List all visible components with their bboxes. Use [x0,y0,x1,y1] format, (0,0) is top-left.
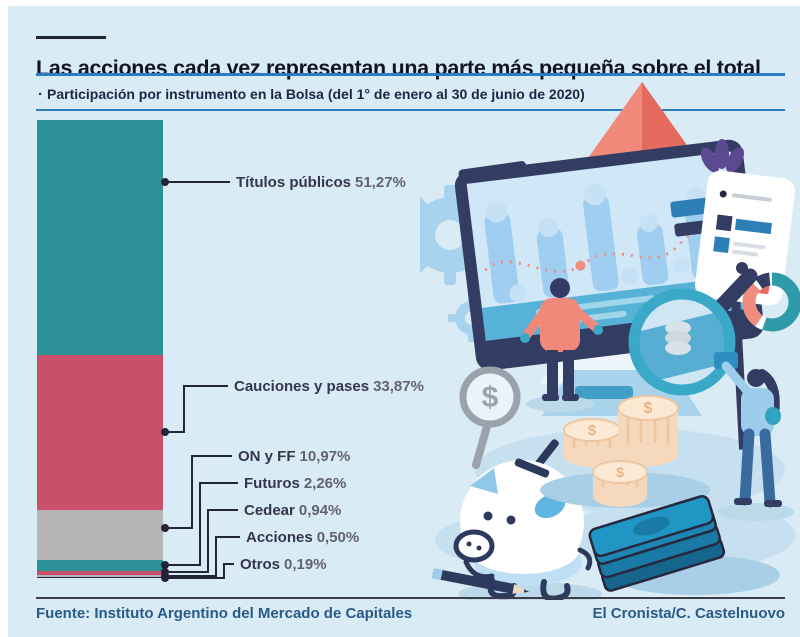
person-left [520,278,603,412]
leader-cedear [165,509,238,573]
bar-segment-2 [37,509,163,561]
segment-label-acciones: Acciones 0,50% [246,529,359,546]
segment-value: 0,50% [316,529,360,546]
magnifier-icon [628,268,758,396]
leader-acciones [165,536,240,577]
segment-name: Títulos públicos [236,174,351,191]
segment-name: Futuros [244,475,300,492]
svg-text:$: $ [482,381,499,414]
coin-stacks-icon: $ $ $ [540,395,710,508]
finance-illustration: $ [420,82,800,600]
bar-segment-6 [37,577,163,579]
bar-segment-3 [37,560,163,571]
segment-name: Otros [240,556,281,573]
bar-segment-4 [37,570,163,575]
source-credit: Fuente: Instituto Argentino del Mercado … [36,605,413,622]
subtitle-bullet: · [38,86,43,103]
title-rule [36,73,785,76]
dollar-sign-paddle-icon: $ [459,366,521,469]
segment-label-on-y-ff: ON y FF 10,97% [238,448,350,465]
segment-name: Acciones [246,529,313,546]
segment-value: 2,26% [303,475,347,492]
chart-subtitle: · Participación por instrumento en la Bol… [38,86,738,103]
segment-label-cedear: Cedear 0,94% [244,502,341,519]
segment-value: 0,94% [298,502,342,519]
bar-segment-1 [37,354,163,510]
segment-label-futuros: Futuros 2,26% [244,475,346,492]
segment-label-titulos: Títulos públicos 51,27% [236,174,406,191]
subtitle-text: Participación por instrumento en la Bols… [47,86,585,102]
leader-futuros [165,482,238,566]
infographic-panel: Las acciones cada vez representan una pa… [8,6,800,637]
leader-cauciones [165,385,228,433]
svg-text:$: $ [616,464,624,480]
bar-segment-0 [37,120,163,355]
bar-segment-5 [37,574,163,578]
leader-otros [165,563,234,579]
pencil-icon [431,568,530,594]
leader-on-y-ff [165,455,232,529]
segment-label-cauciones: Cauciones y pases 33,87% [234,378,424,395]
svg-text:$: $ [588,422,597,439]
author-credit: El Cronista/C. Castelnuovo [592,605,785,622]
footer-rule [36,597,785,599]
segment-name: ON y FF [238,448,296,465]
trend-point [575,260,586,271]
segment-name: Cedear [244,502,295,519]
purple-leaves [700,139,745,173]
segment-value: 33,87% [373,378,424,395]
footer: Fuente: Instituto Argentino del Mercado … [36,605,785,622]
stacked-bar [37,120,163,579]
svg-text:$: $ [644,400,653,417]
person-right [714,352,794,521]
segment-value: 0,19% [284,556,327,573]
title-tick-mark [36,36,106,39]
segment-name: Cauciones y pases [234,378,370,395]
segment-label-otros: Otros 0,19% [240,556,327,573]
donut-chart-icon [742,272,800,332]
segment-value: 10,97% [299,448,351,465]
segment-value: 51,27% [355,174,406,191]
subtitle-rule [36,109,785,111]
money-stack-icon [588,495,780,595]
